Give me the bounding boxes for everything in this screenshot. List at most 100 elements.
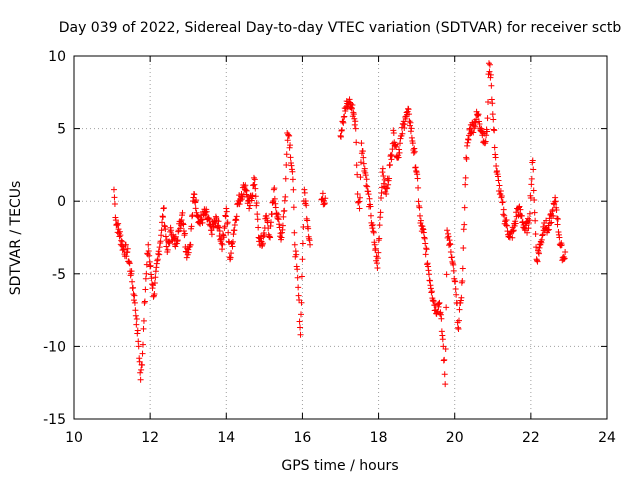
data-point — [172, 233, 179, 240]
data-point — [372, 245, 379, 252]
data-point — [271, 185, 278, 192]
data-point — [497, 188, 504, 195]
data-point — [111, 201, 118, 208]
data-point — [554, 216, 561, 223]
grid-lines — [74, 56, 607, 419]
data-point — [459, 278, 466, 285]
data-point — [130, 284, 137, 291]
data-point — [297, 324, 304, 331]
data-point — [468, 128, 475, 135]
data-point — [459, 265, 466, 272]
x-tick-label: 18 — [370, 430, 388, 446]
data-point — [298, 273, 305, 280]
y-axis-label: SDTVAR / TECUs — [8, 181, 24, 296]
y-tick-label: -10 — [43, 339, 66, 355]
data-point — [183, 254, 190, 261]
data-point — [356, 198, 363, 205]
data-point — [114, 222, 121, 229]
data-point — [233, 213, 240, 220]
data-point — [455, 317, 462, 324]
data-point — [338, 127, 345, 134]
y-tick-label: 0 — [57, 194, 66, 210]
data-point — [307, 241, 314, 248]
data-point — [485, 60, 492, 67]
data-point — [529, 157, 536, 164]
data-point — [532, 217, 539, 224]
data-point — [251, 176, 258, 183]
data-point — [351, 115, 358, 122]
data-point — [152, 274, 159, 281]
data-point — [384, 185, 391, 192]
data-point — [159, 213, 166, 220]
data-point — [509, 234, 516, 241]
data-point — [374, 255, 381, 262]
data-point — [558, 242, 565, 249]
data-point — [365, 191, 372, 198]
data-point — [420, 229, 427, 236]
data-point — [294, 274, 301, 281]
data-point — [349, 101, 356, 108]
data-point — [126, 260, 133, 267]
data-point — [524, 229, 531, 236]
data-point — [428, 288, 435, 295]
data-point — [554, 215, 561, 222]
data-point — [545, 226, 552, 233]
data-point — [416, 204, 423, 211]
data-point — [462, 174, 469, 181]
data-point — [445, 233, 452, 240]
data-point — [162, 226, 169, 233]
data-point — [453, 291, 460, 298]
data-point — [363, 182, 370, 189]
data-point — [249, 192, 256, 199]
data-point — [496, 182, 503, 189]
data-point — [151, 280, 158, 287]
data-point — [267, 234, 274, 241]
data-point — [191, 191, 198, 198]
data-point — [283, 151, 290, 158]
data-point — [289, 168, 296, 175]
data-point — [528, 175, 535, 182]
data-point — [416, 212, 423, 219]
data-point — [548, 219, 555, 226]
data-point — [280, 213, 287, 220]
data-point — [286, 132, 293, 139]
y-tick-label: 5 — [57, 122, 66, 138]
data-point — [491, 144, 498, 151]
data-point — [171, 235, 178, 242]
data-point — [215, 224, 222, 231]
data-point — [290, 204, 297, 211]
data-point — [188, 223, 195, 230]
data-point — [252, 193, 259, 200]
data-point — [124, 245, 131, 252]
data-point — [393, 143, 400, 150]
data-point — [202, 211, 209, 218]
data-point — [360, 154, 367, 161]
data-point — [503, 222, 510, 229]
data-point — [395, 154, 402, 161]
data-point — [525, 225, 532, 232]
data-point — [144, 251, 151, 258]
data-point — [439, 336, 446, 343]
data-point — [296, 318, 303, 325]
data-point — [352, 125, 359, 132]
data-point — [304, 217, 311, 224]
data-point — [460, 245, 467, 252]
data-point — [528, 181, 535, 188]
data-point — [399, 130, 406, 137]
data-point — [138, 366, 145, 373]
data-point — [140, 341, 147, 348]
data-point — [291, 241, 298, 248]
data-point — [411, 148, 418, 155]
data-point — [376, 235, 383, 242]
data-point — [455, 325, 462, 332]
data-point — [255, 224, 262, 231]
data-point — [131, 292, 138, 299]
data-point — [535, 250, 542, 257]
data-point — [146, 252, 153, 259]
data-point — [422, 251, 429, 258]
data-point — [225, 229, 232, 236]
data-point — [553, 206, 560, 213]
data-point — [118, 237, 125, 244]
data-point — [417, 217, 424, 224]
data-point — [517, 206, 524, 213]
